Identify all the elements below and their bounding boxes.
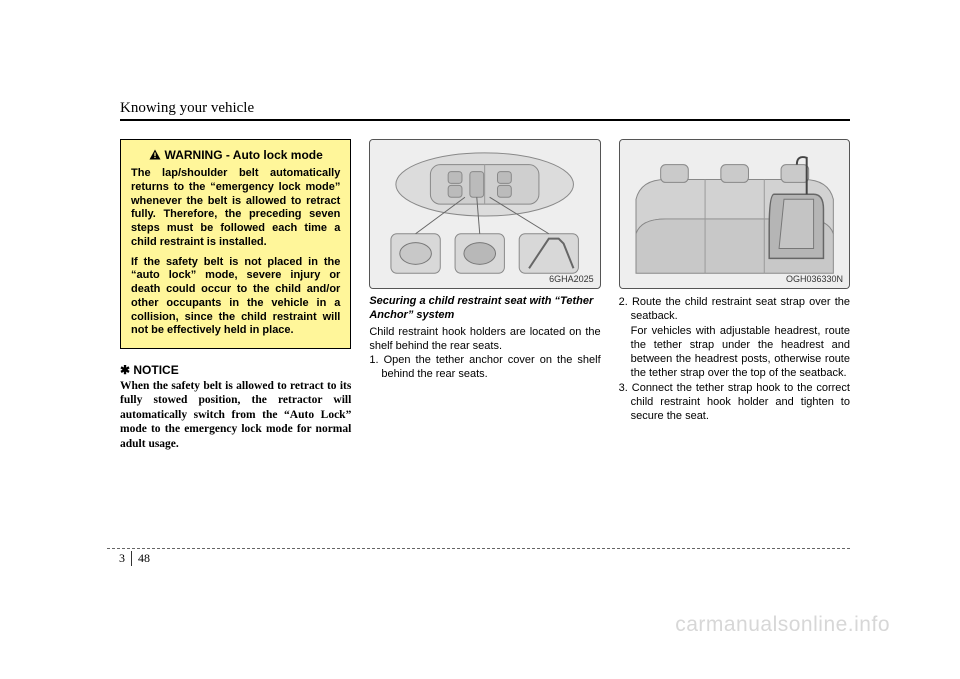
col3-step-3: 3. Connect the tether strap hook to the … [619,381,850,424]
content-columns: WARNING - Auto lock mode The lap/shoulde… [120,139,850,451]
page-footer: 3 48 [107,548,850,566]
warning-para-2: If the safety belt is not placed in the … [131,256,340,339]
figure-child-seat: OGH036330N [619,139,850,289]
warning-triangle-icon [149,149,161,160]
col2-subheading: Securing a child restraint seat with “Te… [369,295,600,323]
page-num-value: 48 [132,551,156,566]
figure-tether-anchor-diagram: 6GHA2025 [369,139,600,289]
notice-text: When the safety belt is allowed to retra… [120,379,351,451]
warning-subtitle: - Auto lock mode [226,148,323,162]
col3-step-2: 2. Route the child restraint seat strap … [619,295,850,324]
section-header: Knowing your vehicle [120,100,850,121]
notice-title: ✱ NOTICE [120,363,351,377]
rear-seat-icon [620,140,849,288]
car-top-view-icon [370,140,599,288]
column-3: OGH036330N 2. Route the child restraint … [619,139,850,451]
figure-code: 6GHA2025 [549,274,594,284]
warning-label: WARNING [165,148,223,162]
page-number: 3 48 [107,551,850,566]
column-1: WARNING - Auto lock mode The lap/shoulde… [120,139,351,451]
watermark-text: carmanualsonline.info [675,613,890,637]
column-2: 6GHA2025 Securing a child restraint seat… [369,139,600,451]
warning-para-1: The lap/shoulder belt automatically retu… [131,167,340,250]
figure-code: OGH036330N [786,274,843,284]
col2-body: Child restraint hook holders are located… [369,325,600,354]
warning-box: WARNING - Auto lock mode The lap/shoulde… [120,139,351,349]
col2-step-1: 1. Open the tether anchor cover on the s… [369,353,600,382]
col3-step-2-sub: For vehicles with adjustable headrest, r… [619,324,850,381]
section-number: 3 [107,551,132,566]
warning-title: WARNING - Auto lock mode [131,148,340,163]
